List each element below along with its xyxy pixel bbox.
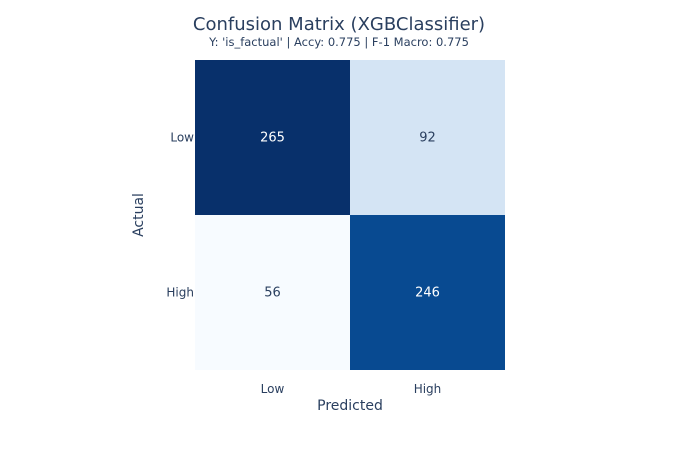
cell-value-label: 92: [419, 131, 436, 146]
heatmap-cell-high-low: [195, 215, 350, 370]
x-tick-label: High: [414, 382, 442, 396]
y-axis-title: Actual: [131, 193, 147, 237]
axis-ticks: Low High Low High: [166, 131, 441, 397]
chart-subtitle: Y: 'is_factual' | Accy: 0.775 | F-1 Macr…: [208, 35, 469, 49]
y-tick-label: Low: [170, 131, 194, 145]
heatmap-cell-low-high: [350, 60, 505, 215]
heatmap-cell-high-high: [350, 215, 505, 370]
cell-value-label: 56: [264, 286, 281, 301]
cell-value-label: 246: [415, 286, 440, 301]
x-axis-title: Predicted: [317, 398, 383, 414]
cell-value-label: 265: [260, 131, 285, 146]
y-tick-label: High: [166, 286, 194, 300]
heatmap-cells: 265 92 56 246: [195, 60, 505, 370]
heatmap-cell-low-low: [195, 60, 350, 215]
x-tick-label: Low: [261, 382, 285, 396]
chart-title: Confusion Matrix (XGBClassifier): [193, 14, 485, 35]
